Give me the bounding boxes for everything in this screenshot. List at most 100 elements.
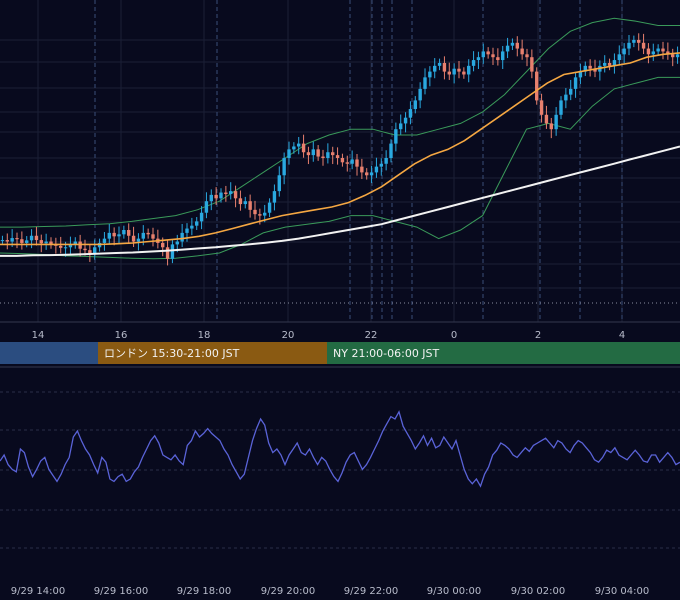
session-segment: [0, 342, 98, 364]
candle-body: [63, 247, 68, 249]
candle-body: [5, 240, 9, 242]
moving-average-white: [0, 145, 680, 257]
candle-body: [117, 234, 121, 237]
candle-body: [229, 191, 233, 194]
candle-body: [243, 201, 247, 205]
oscillator-x-tick-label: 9/29 18:00: [177, 586, 231, 597]
candle-body: [365, 172, 369, 176]
price-x-tick-label: 20: [282, 330, 295, 341]
candle-body: [204, 201, 209, 213]
candle-body: [505, 45, 510, 52]
price-grid: [0, 0, 680, 322]
candle-body: [651, 51, 655, 55]
session-marker-lines: [94, 0, 623, 322]
candle-body: [151, 234, 155, 239]
candle-body: [544, 114, 549, 124]
oscillator-x-tick-label: 9/29 16:00: [94, 586, 148, 597]
candle-body: [267, 202, 272, 213]
price-x-tick-label: 4: [619, 330, 625, 341]
candle-body: [316, 149, 320, 157]
price-x-tick-label: 18: [198, 330, 211, 341]
candle-body: [437, 62, 442, 66]
candle-body: [408, 109, 413, 118]
candle-body: [622, 48, 626, 55]
candle-body: [292, 146, 296, 150]
session-label: ロンドン 15:30-21:00 JST: [104, 347, 240, 360]
candle-body: [127, 230, 131, 236]
candle-body: [131, 235, 136, 242]
candle-body: [59, 245, 63, 248]
candle-body: [233, 191, 238, 199]
candle-body: [486, 51, 490, 55]
candle-body: [102, 238, 107, 243]
candle-body: [418, 88, 422, 101]
candle-body: [219, 192, 223, 199]
candle-body: [20, 239, 24, 243]
candle-body: [588, 65, 592, 69]
candle-body: [530, 57, 534, 72]
oscillator-grid: [0, 391, 680, 549]
price-x-tick-label: 22: [365, 330, 378, 341]
candle-body: [384, 158, 388, 164]
session-bar: ロンドン 15:30-21:00 JST NY 21:00-06:00 JST: [0, 342, 680, 368]
candle-body: [632, 39, 636, 43]
candle-body: [520, 48, 524, 55]
candle-body: [481, 51, 485, 58]
candle-body: [107, 232, 111, 239]
oscillator-x-axis: 9/29 14:00 9/29 16:00 9/29 18:00 9/29 20:00…: [11, 586, 649, 597]
candle-body: [199, 212, 204, 222]
candle-body: [641, 42, 646, 49]
candle-body: [515, 42, 519, 49]
candle-body: [0, 240, 5, 242]
oscillator-x-tick-label: 9/29 14:00: [11, 586, 65, 597]
moving-averages: [0, 52, 680, 257]
oscillator-panel: [0, 391, 680, 549]
oscillator-x-tick-label: 9/29 22:00: [344, 586, 398, 597]
candle-body: [112, 232, 116, 237]
candle-body: [25, 240, 29, 243]
candle-body: [452, 68, 456, 75]
candle-body: [413, 100, 417, 110]
candle-body: [661, 48, 665, 52]
candle-body: [389, 143, 393, 158]
candle-body: [535, 71, 539, 101]
candle-body: [39, 240, 43, 244]
candle-body: [10, 238, 14, 242]
candle-body: [394, 129, 398, 144]
price-x-tick-label: 0: [451, 330, 457, 341]
oscillator-series-line: [0, 410, 680, 488]
candle-body: [180, 232, 184, 242]
candle-body: [282, 158, 286, 176]
candle-body: [637, 39, 641, 43]
candle-body: [612, 60, 617, 66]
bollinger-bands: [0, 17, 680, 260]
candle-body: [345, 162, 349, 164]
price-x-tick-label: 2: [535, 330, 541, 341]
candle-body: [403, 117, 408, 124]
candle-body: [88, 250, 92, 254]
candle-body: [603, 62, 607, 66]
candle-body: [583, 65, 587, 72]
candle-body: [297, 143, 301, 147]
candle-body: [501, 51, 505, 61]
oscillator-x-tick-label: 9/30 04:00: [595, 586, 649, 597]
candle-body: [355, 159, 359, 167]
candle-body: [549, 123, 553, 130]
session-label: NY 21:00-06:00 JST: [333, 347, 440, 360]
candle-body: [73, 241, 77, 245]
candle-body: [311, 149, 315, 156]
price-x-tick-label: 14: [32, 330, 45, 341]
candle-body: [195, 221, 199, 226]
candle-body: [224, 192, 228, 194]
candle-body: [471, 60, 476, 66]
candle-body: [253, 209, 257, 215]
oscillator-x-tick-label: 9/30 02:00: [511, 586, 565, 597]
candle-body: [161, 242, 165, 248]
candle-body: [258, 214, 262, 216]
candle-body: [675, 54, 680, 58]
bollinger-lower: [0, 76, 680, 260]
candle-body: [326, 152, 330, 158]
candle-body: [287, 149, 291, 158]
candle-body: [272, 191, 277, 203]
candle-body: [360, 166, 364, 173]
